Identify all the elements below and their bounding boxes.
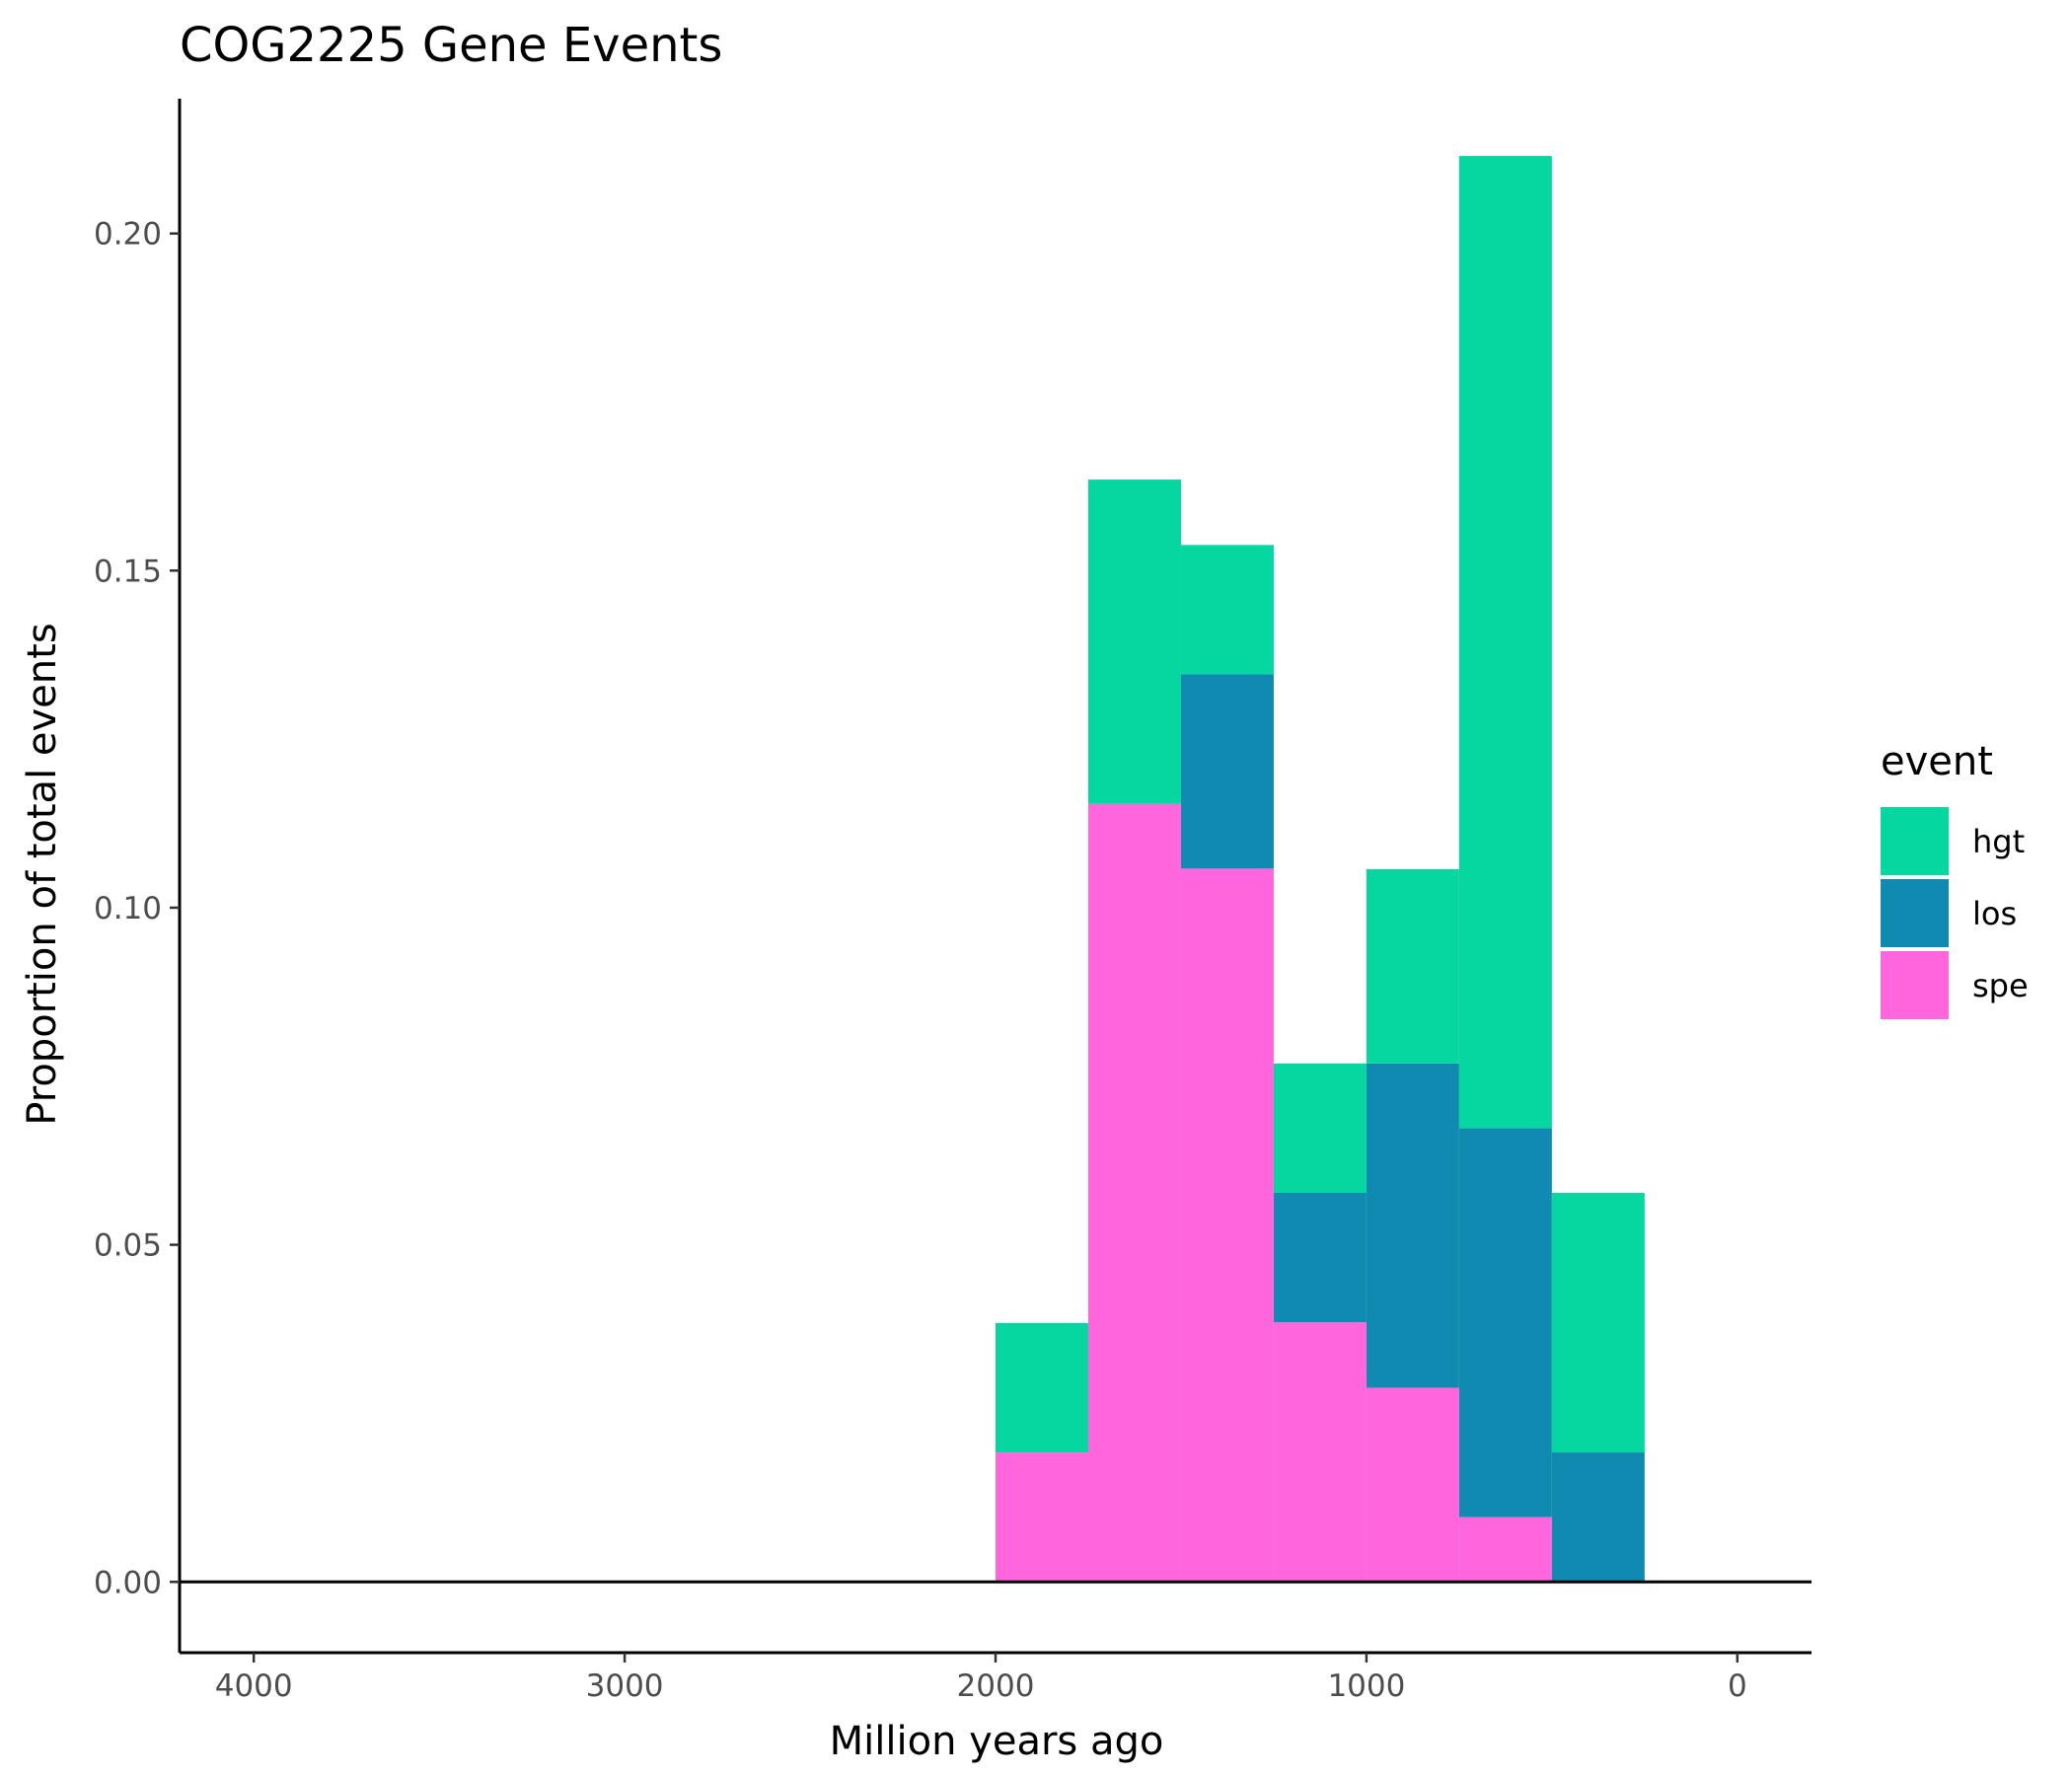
bar-spe-1125 <box>1273 1322 1367 1583</box>
bar-los-1375 <box>1180 674 1274 869</box>
bar-spe-1375 <box>1180 868 1274 1583</box>
y-tick-label: 0.00 <box>94 1565 162 1600</box>
legend: event hgt los spe <box>1881 739 2029 1019</box>
y-tick-label: 0.20 <box>94 217 162 253</box>
x-axis-ticks: 4000 3000 2000 1000 0 <box>215 1653 1747 1704</box>
bar-los-625 <box>1458 1128 1552 1517</box>
bar-hgt-625 <box>1458 156 1552 1129</box>
legend-title: event <box>1881 739 1993 784</box>
bar-spe-625 <box>1458 1517 1552 1583</box>
x-tick-label: 4000 <box>215 1668 293 1704</box>
y-axis-ticks: 0.00 0.05 0.10 0.15 0.20 <box>94 217 180 1600</box>
bar-hgt-375 <box>1551 1192 1645 1453</box>
legend-label-los: los <box>1972 895 2017 932</box>
x-tick-label: 3000 <box>586 1668 664 1704</box>
bar-hgt-1375 <box>1180 545 1274 675</box>
y-tick-label: 0.10 <box>94 891 162 926</box>
bar-hgt-1875 <box>996 1322 1088 1453</box>
x-tick-label: 0 <box>1728 1668 1747 1704</box>
legend-key-hgt <box>1881 807 1949 875</box>
bar-spe-1875 <box>996 1452 1088 1583</box>
bar-spe-875 <box>1366 1387 1459 1583</box>
chart-title: COG2225 Gene Events <box>180 18 722 73</box>
y-tick-label: 0.05 <box>94 1228 162 1264</box>
y-axis-title: Proportion of total events <box>20 623 65 1125</box>
x-tick-label: 2000 <box>957 1668 1035 1704</box>
legend-label-hgt: hgt <box>1972 823 2025 860</box>
bar-los-375 <box>1551 1452 1645 1583</box>
bar-hgt-1625 <box>1087 480 1181 804</box>
legend-key-los <box>1881 879 1949 947</box>
bar-hgt-875 <box>1366 869 1459 1064</box>
bar-los-875 <box>1366 1063 1459 1388</box>
x-tick-label: 1000 <box>1327 1668 1405 1704</box>
legend-label-spe: spe <box>1972 967 2029 1004</box>
legend-key-spe <box>1881 951 1949 1019</box>
bar-los-1125 <box>1273 1192 1367 1323</box>
y-tick-label: 0.15 <box>94 554 162 589</box>
bar-hgt-1125 <box>1273 1063 1367 1193</box>
bars-layer <box>996 156 1645 1583</box>
x-axis-title: Million years ago <box>830 1719 1164 1764</box>
bar-spe-1625 <box>1087 803 1181 1583</box>
